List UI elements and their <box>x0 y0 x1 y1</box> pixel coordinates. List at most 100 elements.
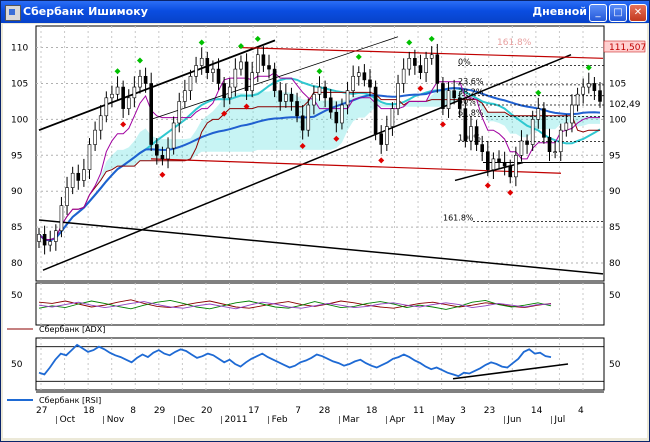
fractal-down-marker <box>484 182 491 189</box>
price-bar-body <box>328 97 333 113</box>
fib-level-label: 23.6% <box>458 77 484 86</box>
time-axis-tick: Mar <box>342 415 359 425</box>
uptrend-channel-bottom <box>42 54 572 271</box>
price-bar-body <box>530 119 535 145</box>
window-title: Сбербанк Ишимоку <box>23 5 148 18</box>
time-axis-tick: Jul <box>553 415 565 425</box>
close-button[interactable]: ✕ <box>629 4 647 22</box>
fib-level-label: 50% <box>458 97 476 106</box>
price-bar-body <box>429 54 434 59</box>
price-bar-body <box>239 61 243 70</box>
rsi-line <box>38 343 552 378</box>
time-axis-tick: 20 <box>201 406 213 416</box>
price-bar-body <box>418 65 423 73</box>
price-bar-body <box>564 122 569 131</box>
price-bar-body <box>390 108 395 127</box>
minimize-button[interactable]: _ <box>589 4 607 22</box>
time-axis-tick: Feb <box>272 415 288 425</box>
price-bar-body <box>306 104 311 131</box>
price-bar-body <box>446 90 451 109</box>
price-bar-body <box>558 129 563 153</box>
price-bar-body <box>227 86 232 99</box>
fib-faint-top-label: 161.8% <box>497 38 532 48</box>
time-axis-tick: 11 <box>413 406 424 416</box>
price-bar-body <box>126 97 131 109</box>
price-bar-body <box>87 144 92 170</box>
price-bar-body <box>480 144 484 153</box>
uptrend-channel-top <box>38 39 276 131</box>
maximize-button[interactable]: □ <box>609 4 627 22</box>
price-bar-body <box>323 86 327 99</box>
price-bar-body <box>149 83 153 145</box>
price-bar-body <box>59 205 64 232</box>
fractal-up-marker <box>198 39 205 46</box>
price-bar-body <box>586 83 591 88</box>
price-bar-body <box>289 93 294 102</box>
time-axis-tick: 14 <box>531 406 543 416</box>
price-bar-body <box>379 133 384 145</box>
price-bar-body <box>502 162 507 167</box>
adx-panel-frame <box>35 282 605 326</box>
price-bar-body <box>244 61 249 91</box>
fractal-up-marker <box>535 89 542 96</box>
adx-panel[interactable]: 50 50 <box>11 282 621 326</box>
price-bar-body <box>222 83 226 99</box>
price-bar-body <box>396 83 400 109</box>
fractal-up-marker <box>114 68 121 75</box>
rsi-y-tick-right: 50 <box>609 360 621 370</box>
price-bar-body <box>188 75 193 91</box>
price-y-tick-left: 110 <box>11 44 28 54</box>
price-bar-body <box>121 86 125 109</box>
price-bar-body <box>452 90 456 99</box>
fractal-down-marker <box>333 135 340 142</box>
time-axis-tick: 28 <box>319 406 331 416</box>
rsi-panel[interactable]: 50 50 <box>11 337 621 391</box>
rsi-trendline <box>452 363 569 380</box>
short-support-line <box>454 161 524 182</box>
price-bar-body <box>183 90 187 102</box>
price-bar-body <box>272 68 277 91</box>
adx-y-tick-right: 50 <box>609 291 621 301</box>
price-bar-body <box>547 137 552 153</box>
price-bar-body <box>284 93 288 102</box>
title-bar[interactable]: Сбербанк Ишимоку Дневной _ □ ✕ <box>1 1 649 23</box>
price-bar-body <box>592 83 597 91</box>
fib-level-label: 61.8% <box>458 109 484 118</box>
time-axis-tick: 29 <box>154 406 166 416</box>
time-axis-tick: 3 <box>460 406 466 416</box>
price-bar-body <box>334 111 339 124</box>
fractal-up-marker <box>316 68 323 75</box>
chart-app-icon <box>5 5 21 21</box>
adx-series-line <box>38 301 552 310</box>
price-bar-body <box>76 172 81 181</box>
price-y-tick-right: 85 <box>609 223 620 233</box>
price-y-tick-right: 80 <box>609 259 621 269</box>
price-bar-body <box>42 234 47 246</box>
tenkan-line <box>38 72 600 241</box>
price-bar-body <box>317 86 322 95</box>
fractal-up-marker <box>355 53 362 60</box>
price-bar-body <box>199 58 204 66</box>
ichimoku-cloud <box>39 89 600 240</box>
price-y-tick-left: 105 <box>11 79 28 89</box>
price-panel[interactable]: 1101101051051001009595909085858080 0%23.… <box>11 25 646 282</box>
price-bar-body <box>110 93 114 99</box>
price-bar-body <box>385 126 389 145</box>
chart-svg[interactable]: 1101101051051001009595909085858080 0%23.… <box>3 24 647 438</box>
time-axis-tick: 4 <box>578 406 584 416</box>
fractal-down-marker <box>439 121 446 128</box>
price-bar-body <box>351 75 355 91</box>
price-bar-body <box>48 241 53 246</box>
price-bar-body <box>132 86 137 99</box>
price-bar-body <box>143 75 148 84</box>
price-bar-body <box>463 108 468 142</box>
fractal-down-marker <box>507 189 514 196</box>
fib-level-label: 0% <box>458 58 471 67</box>
time-axis-tick: Dec <box>177 415 194 425</box>
price-bar-body <box>155 144 159 156</box>
price-bar-body <box>525 140 529 145</box>
chart-area: 1101101051051001009595909085858080 0%23.… <box>3 24 647 438</box>
rsi-y-tick-left: 50 <box>11 360 23 370</box>
time-axis-tick: 17 <box>248 406 259 416</box>
